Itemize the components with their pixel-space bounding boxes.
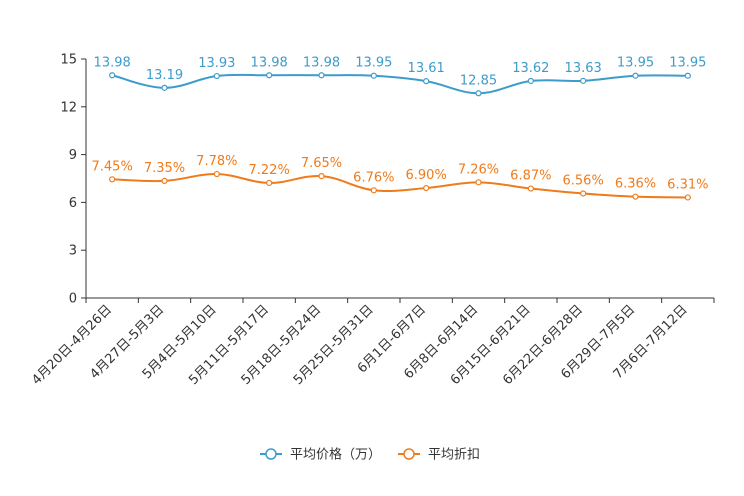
data-label: 6.76%: [353, 170, 394, 185]
data-point: [423, 184, 430, 192]
data-point: [370, 72, 377, 79]
data-label: 6.90%: [406, 168, 447, 183]
y-tick-label: 6: [69, 196, 77, 211]
data-point: [109, 176, 116, 183]
data-point: [527, 77, 534, 85]
data-point: [475, 179, 482, 186]
data-point: [580, 190, 587, 197]
data-label: 13.95: [669, 56, 706, 71]
data-label: 7.45%: [92, 159, 133, 174]
data-point: [161, 84, 168, 91]
data-point: [109, 72, 116, 79]
legend-label-0: 平均价格（万）: [290, 447, 381, 463]
legend-label-1: 平均折扣: [428, 448, 480, 463]
data-label: 13.98: [251, 55, 288, 70]
data-label: 13.98: [303, 55, 340, 70]
data-point: [632, 193, 639, 200]
y-tick-label: 9: [69, 148, 77, 163]
data-label: 6.56%: [563, 173, 604, 188]
data-point: [632, 72, 639, 79]
data-label: 7.26%: [458, 162, 499, 177]
y-tick-label: 15: [60, 53, 77, 68]
data-point: [266, 72, 273, 79]
data-point: [527, 185, 534, 192]
data-point: [475, 90, 482, 97]
data-point: [318, 173, 325, 180]
series-line-0: [111, 73, 688, 95]
data-label: 13.61: [408, 61, 445, 76]
data-label: 7.22%: [249, 163, 290, 178]
data-point: [684, 72, 691, 79]
data-point: [370, 187, 377, 194]
legend-marker-0: [265, 448, 277, 460]
data-label: 13.19: [146, 68, 183, 83]
data-label: 7.78%: [196, 154, 237, 169]
data-point: [213, 72, 220, 80]
data-label: 13.93: [198, 56, 235, 71]
y-tick-label: 0: [69, 292, 77, 307]
data-label: 12.85: [460, 73, 497, 88]
data-point: [423, 78, 430, 85]
data-label: 7.65%: [301, 156, 342, 171]
y-tick-label: 3: [69, 244, 77, 259]
data-point: [318, 72, 325, 79]
data-label: 13.98: [94, 55, 131, 70]
data-point: [213, 170, 220, 178]
legend-marker-1: [403, 448, 415, 460]
data-label: 7.35%: [144, 161, 185, 176]
y-tick-label: 12: [60, 100, 77, 115]
data-label: 6.87%: [510, 169, 551, 184]
data-point: [161, 177, 168, 184]
data-label: 13.95: [617, 56, 654, 71]
series-line-1: [112, 173, 688, 199]
data-label: 13.63: [565, 61, 602, 76]
data-point: [684, 194, 691, 201]
data-label: 6.31%: [667, 177, 708, 192]
data-label: 13.95: [355, 56, 392, 71]
data-label: 6.36%: [615, 177, 656, 192]
data-label: 13.62: [512, 61, 549, 76]
data-point: [266, 179, 273, 187]
data-point: [580, 77, 587, 84]
